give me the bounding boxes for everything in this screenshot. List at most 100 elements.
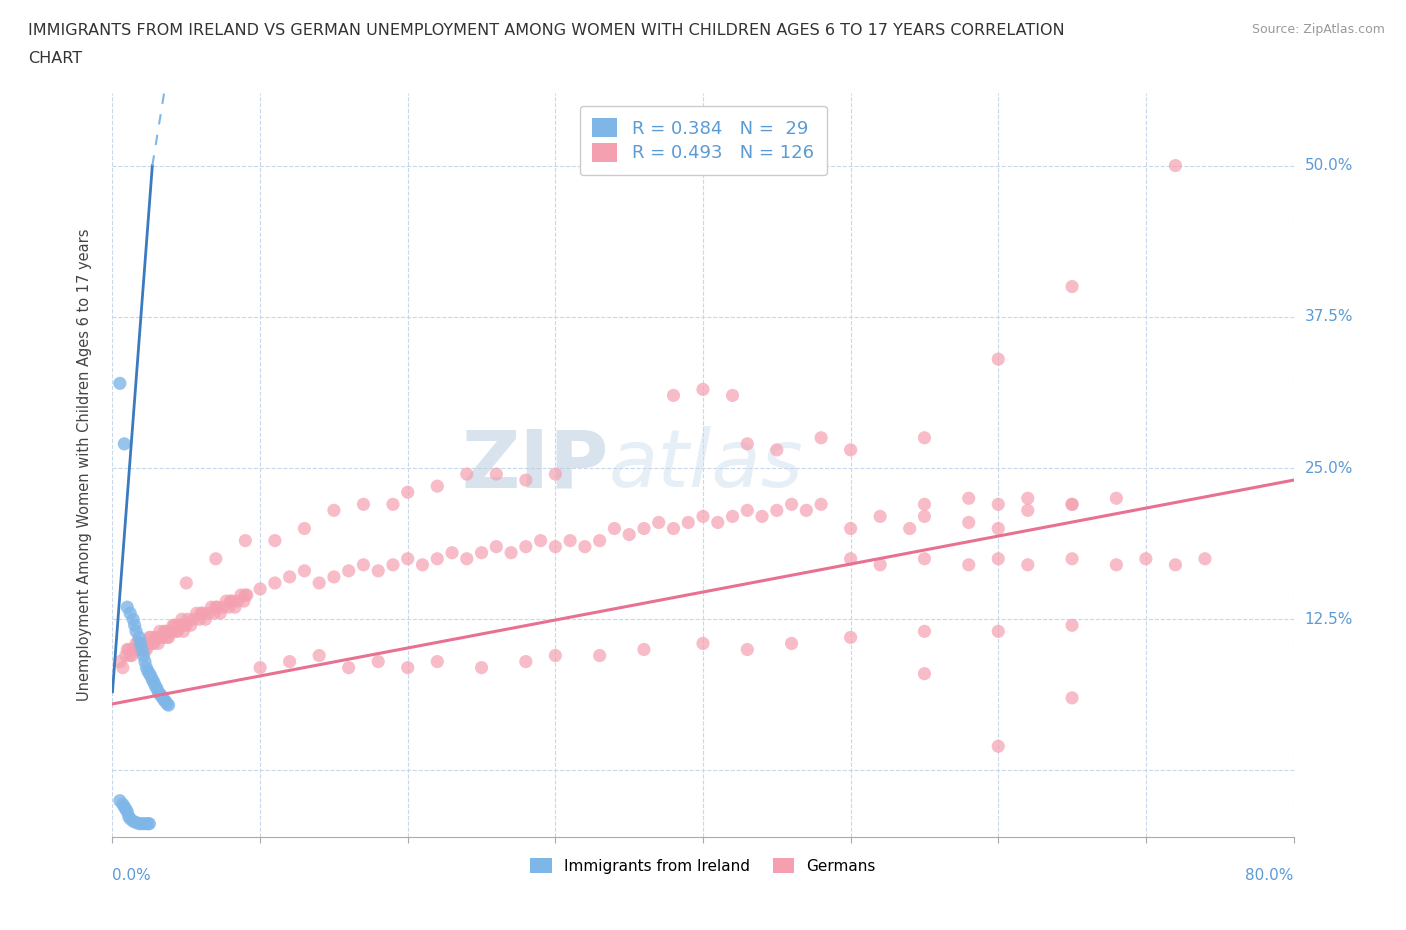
- Point: [957, 515, 980, 530]
- Point: [135, 642, 157, 657]
- Point: [124, 618, 146, 632]
- Point: [839, 630, 862, 644]
- Point: [558, 533, 582, 548]
- Point: [292, 521, 315, 536]
- Point: [987, 624, 1010, 639]
- Point: [194, 612, 217, 627]
- Point: [987, 497, 1010, 512]
- Point: [120, 811, 142, 826]
- Point: [215, 593, 238, 608]
- Text: 37.5%: 37.5%: [1305, 310, 1353, 325]
- Point: [117, 642, 138, 657]
- Point: [155, 694, 177, 709]
- Point: [155, 624, 177, 639]
- Point: [544, 539, 567, 554]
- Point: [141, 636, 163, 651]
- Point: [323, 503, 346, 518]
- Point: [914, 497, 936, 512]
- Point: [515, 539, 537, 554]
- Point: [152, 630, 174, 644]
- Point: [544, 648, 567, 663]
- Point: [914, 666, 936, 681]
- Point: [153, 693, 176, 708]
- Point: [236, 588, 259, 603]
- Point: [957, 491, 980, 506]
- Y-axis label: Unemployment Among Women with Children Ages 6 to 17 years: Unemployment Among Women with Children A…: [77, 229, 91, 701]
- Point: [1062, 690, 1084, 705]
- Point: [186, 605, 208, 620]
- Point: [264, 533, 287, 548]
- Point: [132, 648, 155, 663]
- Point: [174, 618, 197, 632]
- Point: [1062, 497, 1084, 512]
- Point: [125, 815, 148, 830]
- Point: [633, 521, 655, 536]
- Point: [190, 605, 212, 620]
- Point: [180, 618, 202, 632]
- Point: [131, 636, 153, 651]
- Point: [396, 485, 419, 499]
- Point: [264, 576, 287, 591]
- Point: [148, 684, 170, 699]
- Point: [160, 624, 183, 639]
- Point: [150, 688, 173, 703]
- Point: [120, 605, 142, 620]
- Point: [292, 564, 315, 578]
- Point: [411, 557, 433, 572]
- Point: [810, 497, 832, 512]
- Point: [134, 817, 156, 831]
- Point: [619, 527, 641, 542]
- Point: [1135, 551, 1157, 566]
- Point: [229, 588, 252, 603]
- Point: [120, 648, 142, 663]
- Point: [132, 636, 155, 651]
- Point: [382, 497, 405, 512]
- Point: [125, 636, 148, 651]
- Point: [485, 539, 508, 554]
- Point: [603, 521, 626, 536]
- Point: [987, 551, 1010, 566]
- Point: [114, 648, 136, 663]
- Point: [839, 551, 862, 566]
- Point: [232, 593, 254, 608]
- Text: atlas: atlas: [609, 426, 803, 504]
- Point: [987, 521, 1010, 536]
- Text: CHART: CHART: [28, 51, 82, 66]
- Point: [108, 376, 131, 391]
- Point: [692, 382, 714, 397]
- Text: IMMIGRANTS FROM IRELAND VS GERMAN UNEMPLOYMENT AMONG WOMEN WITH CHILDREN AGES 6 : IMMIGRANTS FROM IRELAND VS GERMAN UNEMPL…: [28, 23, 1064, 38]
- Point: [737, 503, 759, 518]
- Point: [188, 612, 211, 627]
- Point: [426, 654, 449, 669]
- Point: [1164, 557, 1187, 572]
- Point: [207, 600, 229, 615]
- Point: [751, 509, 773, 524]
- Point: [233, 533, 256, 548]
- Point: [122, 642, 145, 657]
- Point: [117, 600, 138, 615]
- Point: [1194, 551, 1216, 566]
- Point: [127, 636, 149, 651]
- Point: [205, 600, 228, 615]
- Point: [1105, 557, 1128, 572]
- Point: [308, 648, 330, 663]
- Point: [162, 618, 184, 632]
- Point: [183, 612, 205, 627]
- Point: [138, 630, 160, 644]
- Text: ZIP: ZIP: [461, 426, 609, 504]
- Point: [146, 681, 169, 696]
- Point: [149, 624, 172, 639]
- Point: [396, 551, 419, 566]
- Point: [810, 431, 832, 445]
- Point: [396, 660, 419, 675]
- Text: 50.0%: 50.0%: [1305, 158, 1353, 173]
- Point: [166, 624, 188, 639]
- Point: [142, 636, 165, 651]
- Point: [1017, 503, 1039, 518]
- Point: [156, 697, 179, 711]
- Point: [205, 551, 228, 566]
- Point: [169, 618, 191, 632]
- Point: [152, 690, 174, 705]
- Point: [839, 521, 862, 536]
- Point: [218, 600, 240, 615]
